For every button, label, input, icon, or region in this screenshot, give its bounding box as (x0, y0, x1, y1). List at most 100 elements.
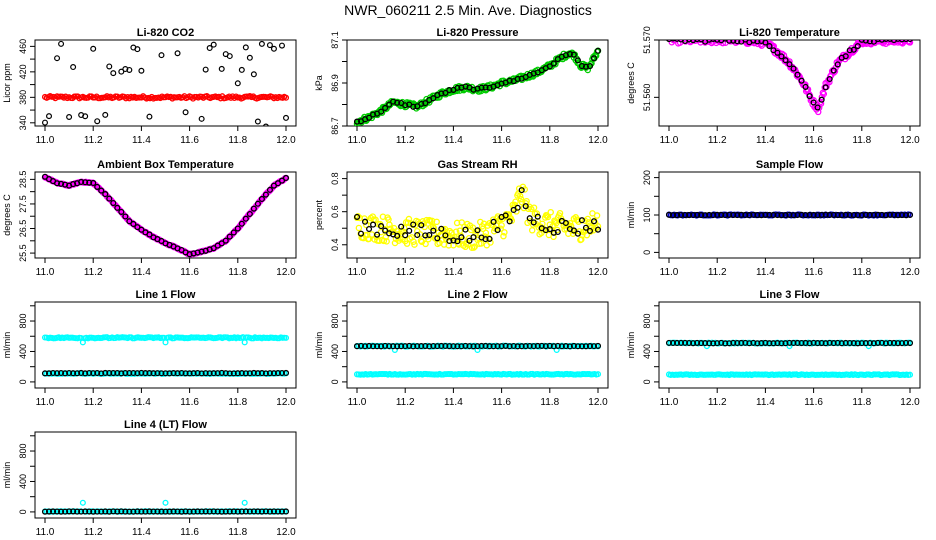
y-axis-label: ml/min (2, 332, 12, 359)
data-point (680, 40, 687, 43)
data-point (566, 220, 574, 227)
x-tick-label: 11.0 (348, 135, 367, 146)
data-point (907, 40, 913, 43)
data-point (167, 138, 172, 143)
data-point (846, 211, 853, 219)
y-axis-label: degrees C (626, 62, 636, 104)
data-point (94, 183, 101, 190)
data-point (806, 340, 813, 347)
data-point (794, 71, 801, 78)
data-point (90, 179, 97, 187)
data-point (906, 211, 914, 219)
data-point (886, 211, 893, 218)
x-tick-label: 11.6 (180, 267, 199, 278)
data-point (886, 339, 893, 346)
data-point (714, 211, 721, 218)
data-point (241, 339, 248, 346)
data-point (126, 508, 133, 515)
data-point (675, 40, 677, 41)
data-point (102, 508, 109, 515)
data-point (110, 199, 117, 207)
data-point (782, 212, 789, 219)
data-point (710, 212, 717, 219)
data-point (790, 65, 797, 72)
data-point (122, 213, 129, 220)
data-point (553, 219, 560, 227)
data-point (582, 224, 589, 231)
data-point (806, 93, 813, 100)
data-point (361, 343, 369, 350)
data-point (190, 370, 197, 377)
data-point (170, 370, 177, 377)
data-point (278, 508, 286, 515)
data-point (798, 211, 805, 218)
data-point (678, 40, 685, 43)
data-point (694, 40, 701, 43)
x-tick-label: 11.6 (492, 267, 511, 278)
y-axis-label: degrees C (2, 194, 12, 236)
data-point (902, 212, 910, 219)
data-point (146, 231, 153, 238)
data-point (58, 40, 65, 47)
x-tick-label: 12.0 (588, 135, 608, 146)
data-point (372, 216, 379, 224)
data-point (710, 340, 717, 347)
data-point (118, 68, 125, 75)
data-point (878, 339, 885, 346)
x-tick-label: 11.8 (228, 135, 247, 146)
x-tick-label: 11.0 (36, 267, 55, 278)
data-point (250, 508, 257, 515)
data-point (278, 177, 286, 184)
data-point (500, 232, 507, 240)
data-point (386, 221, 393, 228)
data-point (151, 131, 156, 136)
data-point (594, 342, 602, 349)
data-point (895, 40, 901, 42)
data-point (110, 70, 117, 77)
data-point (786, 339, 793, 346)
data-point (810, 211, 817, 219)
data-point (418, 100, 425, 107)
data-point (394, 99, 401, 106)
data-point (94, 508, 101, 515)
data-point (802, 212, 809, 219)
data-point (390, 343, 397, 350)
data-point (452, 228, 460, 235)
data-point (899, 40, 906, 47)
data-point (270, 370, 278, 377)
data-point (45, 508, 53, 515)
data-point (254, 118, 261, 125)
y-tick-label: 400 (18, 474, 28, 489)
data-point (494, 343, 501, 350)
x-tick-label: 11.8 (540, 135, 559, 146)
data-point (62, 370, 69, 377)
data-point (365, 225, 373, 233)
y-axis-label: ml/min (2, 462, 12, 489)
data-point (698, 40, 705, 43)
y-tick-label: 87.1 (330, 31, 340, 49)
data-point (584, 215, 592, 223)
data-point (138, 67, 145, 74)
data-point (774, 49, 781, 56)
y-tick-label: 26.5 (18, 220, 28, 238)
data-point (898, 40, 905, 43)
data-point (738, 211, 745, 218)
x-tick-label: 11.2 (708, 267, 727, 278)
x-tick-label: 11.4 (132, 397, 151, 408)
data-point (888, 40, 893, 41)
x-tick-label: 11.2 (84, 267, 103, 278)
data-point (594, 226, 602, 233)
data-point (41, 119, 48, 126)
data-point (668, 40, 672, 41)
data-point (142, 508, 149, 515)
data-point (562, 343, 569, 350)
x-tick-label: 11.2 (708, 135, 727, 146)
data-point (410, 103, 417, 110)
data-point (222, 237, 229, 244)
data-point (126, 66, 133, 73)
y-axis-label: ml/min (626, 202, 636, 229)
data-point (174, 370, 181, 377)
data-point (566, 343, 573, 350)
data-point (471, 243, 478, 250)
y-tick-label: 0 (330, 379, 340, 384)
